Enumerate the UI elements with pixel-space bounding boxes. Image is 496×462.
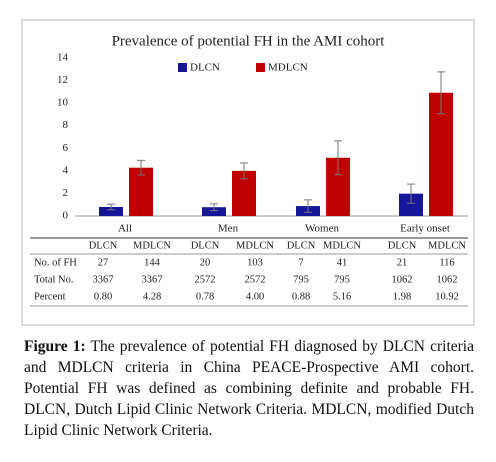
table-cell: 103 <box>247 257 263 268</box>
legend-label: MDLCN <box>268 62 308 74</box>
table-row-label: Percent <box>34 291 66 302</box>
x-tick-label: All <box>118 223 132 235</box>
table-cell: 7 <box>298 257 303 268</box>
table-cell: 10.92 <box>435 291 459 302</box>
table-cell: 795 <box>334 274 350 285</box>
table-cell: 0.88 <box>292 291 310 302</box>
bar <box>99 206 123 216</box>
y-tick-label: 6 <box>63 142 69 154</box>
x-tick-label: Women <box>305 223 339 235</box>
x-tick-label: Early onset <box>400 223 450 235</box>
table-cell: 2572 <box>195 274 216 285</box>
table-cell: 116 <box>439 257 454 268</box>
caption: Figure 1: The prevalence of potential FH… <box>24 336 474 441</box>
table-cell: 3367 <box>93 274 114 285</box>
bar <box>129 167 153 216</box>
y-tick-label: 12 <box>57 74 68 86</box>
chart-title: Prevalence of potential FH in the AMI co… <box>112 33 386 49</box>
table-header: DLCN <box>388 240 417 251</box>
y-tick-label: 8 <box>63 119 69 131</box>
table-header: DLCN <box>191 240 220 251</box>
legend-swatch <box>178 63 187 72</box>
table-cell: 1.98 <box>393 291 411 302</box>
chart: Prevalence of potential FH in the AMI co… <box>21 19 475 326</box>
table-header: DLCN <box>89 240 118 251</box>
table-cell: 0.80 <box>94 291 112 302</box>
y-tick-label: 10 <box>57 97 69 109</box>
table-cell: 41 <box>337 257 348 268</box>
legend-label: DLCN <box>190 62 220 74</box>
table-row-label: No. of FH <box>34 257 77 268</box>
table-cell: 4.00 <box>246 291 264 302</box>
table-header: MDLCN <box>323 240 361 251</box>
bar <box>202 207 226 216</box>
caption-text: The prevalence of potential FH diagnosed… <box>24 338 474 439</box>
y-tick-label: 4 <box>63 164 69 176</box>
table-cell: 0.78 <box>196 291 214 302</box>
table-header: DLCN <box>287 240 316 251</box>
table-cell: 21 <box>397 257 408 268</box>
table-header: MDLCN <box>428 240 466 251</box>
table-header: MDLCN <box>133 240 171 251</box>
table-cell: 1062 <box>437 274 458 285</box>
table-cell: 5.16 <box>333 291 351 302</box>
y-tick-label: 0 <box>63 210 69 222</box>
chart-frame <box>21 19 475 326</box>
table-cell: 795 <box>293 274 309 285</box>
bar <box>399 193 423 216</box>
table-cell: 1062 <box>392 274 413 285</box>
x-tick-label: Men <box>218 223 239 235</box>
table-cell: 4.28 <box>143 291 161 302</box>
table-cell: 27 <box>98 257 109 268</box>
y-tick-label: 14 <box>57 52 69 64</box>
table-header: MDLCN <box>236 240 274 251</box>
table-row-label: Total No. <box>34 274 74 285</box>
table-cell: 144 <box>144 257 161 268</box>
table-cell: 20 <box>200 257 211 268</box>
y-tick-label: 2 <box>63 187 69 199</box>
legend-swatch <box>256 63 265 72</box>
table-cell: 3367 <box>142 274 163 285</box>
table-cell: 2572 <box>245 274 266 285</box>
caption-label: Figure 1: <box>24 338 86 355</box>
